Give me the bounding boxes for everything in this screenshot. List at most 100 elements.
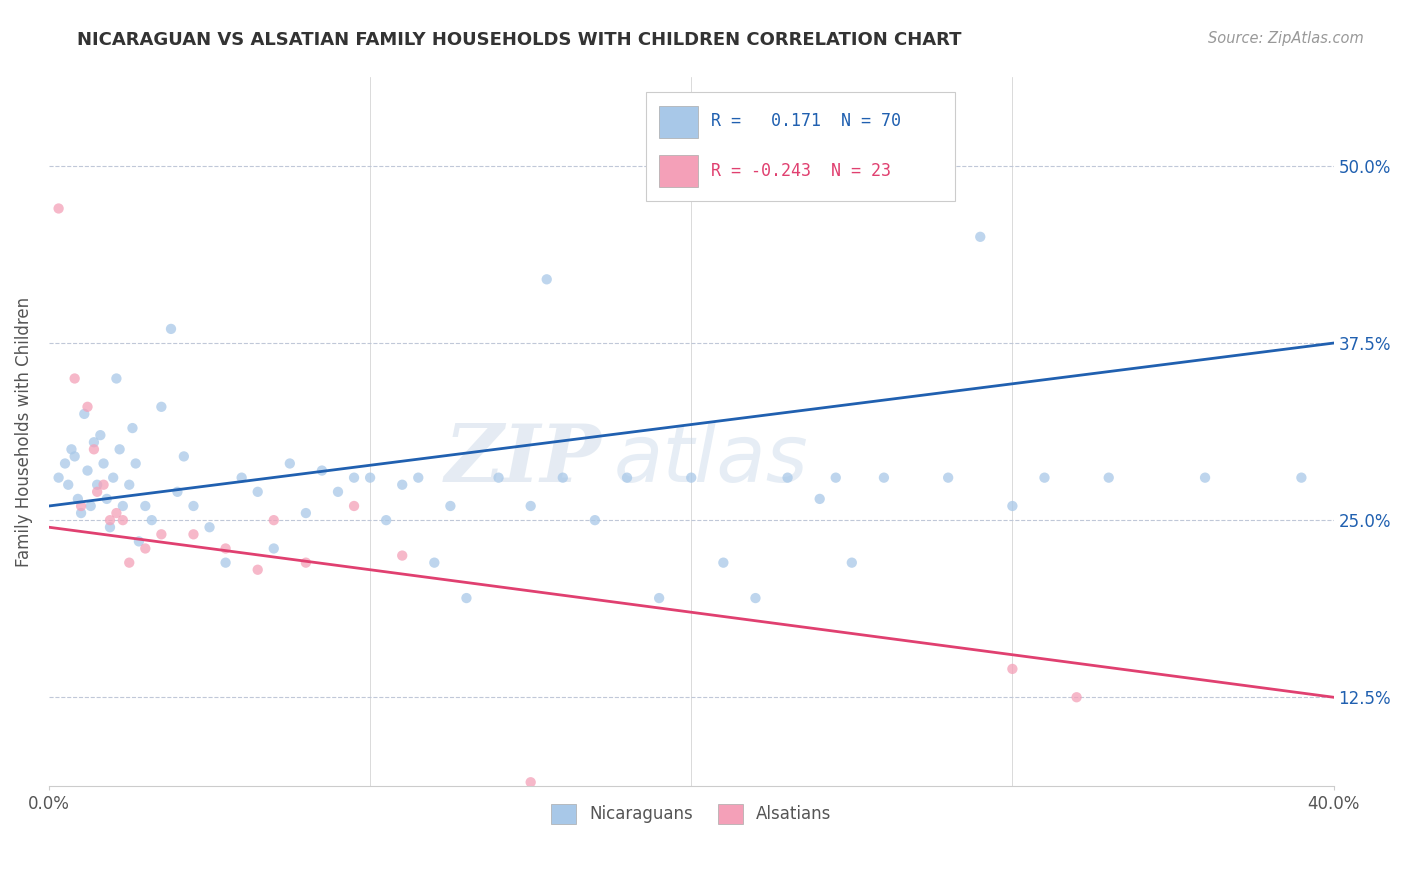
Point [70,499,93,513]
Point [93,477,115,491]
Point [311,464,333,478]
Point [134,541,156,556]
Point [134,499,156,513]
Point [343,470,366,484]
Point [60,442,83,457]
Point [873,470,896,484]
Point [98,520,121,534]
Point [86,484,108,499]
Point [150,527,173,541]
Point [118,556,141,570]
Point [1291,470,1313,484]
Point [150,400,173,414]
Point [198,520,221,534]
Point [58,477,80,491]
Point [63,450,86,464]
Point [824,470,846,484]
Point [295,506,318,520]
Point [121,421,143,435]
Point [76,400,98,414]
Point [108,442,131,457]
Text: Source: ZipAtlas.com: Source: ZipAtlas.com [1208,31,1364,46]
FancyBboxPatch shape [647,92,955,202]
Text: ZIP: ZIP [444,421,602,499]
Point [1001,499,1024,513]
Point [53,457,76,471]
Point [1194,470,1216,484]
Point [295,556,318,570]
Point [278,457,301,471]
Point [744,591,766,605]
Point [141,513,163,527]
Point [936,470,959,484]
Point [231,470,253,484]
Point [173,450,195,464]
Legend: Nicaraguans, Alsatians: Nicaraguans, Alsatians [541,794,842,834]
Point [1033,470,1056,484]
Point [128,534,150,549]
Point [343,499,366,513]
Point [519,775,541,789]
Point [214,541,236,556]
Point [326,484,349,499]
Point [96,491,118,506]
Point [105,371,128,385]
Point [214,556,236,570]
Point [124,457,146,471]
Point [263,541,285,556]
Point [583,513,606,527]
Y-axis label: Family Households with Children: Family Households with Children [15,296,32,566]
Point [551,470,574,484]
Point [48,470,70,484]
Point [456,591,478,605]
Point [73,407,96,421]
Point [616,470,638,484]
Point [63,371,86,385]
Point [98,513,121,527]
Point [439,499,461,513]
Point [118,477,141,491]
Point [48,202,70,216]
Point [969,229,991,244]
Point [423,556,446,570]
Point [263,513,285,527]
Text: R = -0.243  N = 23: R = -0.243 N = 23 [710,162,890,180]
FancyBboxPatch shape [659,106,697,137]
Point [80,499,103,513]
Point [89,428,111,442]
Point [83,435,105,450]
Point [391,477,413,491]
Point [246,484,269,499]
Text: atlas: atlas [614,421,808,499]
Point [711,556,734,570]
Point [93,457,115,471]
Point [166,484,188,499]
Point [66,491,89,506]
Point [111,513,134,527]
Point [70,506,93,520]
FancyBboxPatch shape [659,155,697,187]
Point [160,322,183,336]
Point [681,470,703,484]
Point [359,470,381,484]
Point [841,556,863,570]
Point [86,477,108,491]
Point [111,499,134,513]
Point [105,506,128,520]
Point [488,470,510,484]
Point [183,527,205,541]
Point [776,470,799,484]
Point [536,272,558,286]
Point [519,499,541,513]
Text: R =   0.171  N = 70: R = 0.171 N = 70 [710,112,900,130]
Text: NICARAGUAN VS ALSATIAN FAMILY HOUSEHOLDS WITH CHILDREN CORRELATION CHART: NICARAGUAN VS ALSATIAN FAMILY HOUSEHOLDS… [77,31,962,49]
Point [406,470,429,484]
Point [808,491,831,506]
Point [103,470,125,484]
Point [1001,662,1024,676]
Point [76,464,98,478]
Point [375,513,398,527]
Point [83,442,105,457]
Point [246,563,269,577]
Point [648,591,671,605]
